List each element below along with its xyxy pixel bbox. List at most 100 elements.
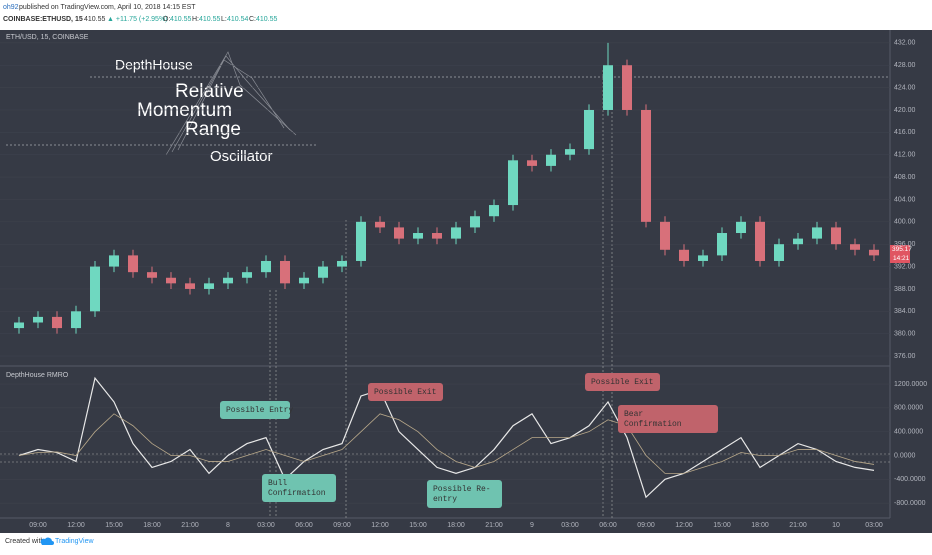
candle-body: [223, 277, 233, 284]
x-tick-label: 03:00: [257, 522, 275, 529]
y-tick-label: -400.0000: [894, 476, 926, 483]
annotation-line: Confirmation: [268, 489, 326, 498]
y-tick-label: 400.00: [894, 219, 916, 226]
annotation-box: [618, 405, 718, 433]
logo-text: Range: [185, 119, 241, 140]
y-tick-label: 408.00: [894, 174, 916, 181]
c-value: 410.55: [256, 16, 278, 23]
y-tick-label: 400.0000: [894, 429, 923, 436]
h-label: H:: [192, 16, 199, 23]
logo-text: Momentum: [137, 100, 232, 121]
candle-body: [356, 221, 366, 261]
author[interactable]: oh92: [3, 4, 19, 11]
candle-body: [660, 221, 670, 250]
annotation-box: [585, 373, 660, 391]
oscillator-line: [18, 413, 875, 474]
x-tick-label: 12:00: [371, 522, 389, 529]
candle-body: [565, 149, 575, 155]
candle-body: [850, 244, 860, 250]
x-tick-label: 15:00: [105, 522, 123, 529]
brand-icon: [40, 537, 54, 545]
x-tick-label: 03:00: [561, 522, 579, 529]
candle-body: [717, 233, 727, 256]
candle-body: [413, 233, 423, 239]
y-tick-label: 380.00: [894, 331, 916, 338]
o-value: 410.55: [170, 16, 192, 23]
annotation-line: Confirmation: [624, 420, 682, 429]
logo-text: Oscillator: [210, 148, 273, 165]
annotation-text: Possible Exit: [374, 388, 436, 397]
annotation-text: Bull Confirmation: [268, 479, 326, 498]
candle-body: [147, 272, 157, 278]
candle-body: [185, 283, 195, 289]
last: 410.55: [84, 16, 106, 23]
annotation-box: [368, 383, 443, 401]
candle-body: [451, 227, 461, 239]
candle-body: [204, 283, 214, 289]
candle-body: [508, 160, 518, 206]
candle-body: [774, 244, 784, 261]
x-tick-label: 03:00: [865, 522, 883, 529]
symbol-line: COINBASE:ETHUSD, 15 410.55 ▲ +11.75 (+2.…: [3, 16, 278, 23]
x-tick-label: 8: [226, 522, 230, 529]
x-tick-label: 12:00: [675, 522, 693, 529]
annotation-text: Possible Re-entry: [433, 485, 491, 504]
candle-body: [166, 277, 176, 284]
y-tick-label: 420.00: [894, 107, 916, 114]
x-tick-label: 12:00: [67, 522, 85, 529]
candle-body: [831, 227, 841, 245]
y-tick-label: 432.00: [894, 40, 916, 47]
y-tick-label: 412.00: [894, 152, 916, 159]
oscillator-line: [18, 376, 875, 499]
candle-body: [128, 255, 138, 273]
l-value: 410.54: [227, 16, 249, 23]
change: ▲ +11.75 (+2.95%): [107, 16, 168, 23]
y-tick-label: 392.00: [894, 263, 916, 270]
candle-body: [52, 316, 62, 329]
x-tick-label: 06:00: [295, 522, 313, 529]
candle-body: [869, 249, 879, 256]
c-label: C:: [249, 16, 256, 23]
annotation-box: [262, 474, 336, 502]
x-tick-label: 15:00: [409, 522, 427, 529]
annotation-text: Bear Confirmation: [624, 410, 682, 429]
y-tick-label: 384.00: [894, 308, 916, 315]
x-tick-label: 06:00: [599, 522, 617, 529]
candle-body: [394, 227, 404, 239]
candle-body: [736, 221, 746, 234]
y-tick-label: 388.00: [894, 286, 916, 293]
y-tick-label: 0.0000: [894, 452, 916, 459]
candle-body: [641, 109, 651, 222]
candle-body: [90, 266, 100, 312]
x-tick-label: 21:00: [485, 522, 503, 529]
candle-body: [584, 109, 594, 150]
footer-brand[interactable]: TradingView: [55, 538, 94, 545]
candle-body: [33, 316, 43, 323]
x-tick-label: 18:00: [751, 522, 769, 529]
x-tick-label: 21:00: [181, 522, 199, 529]
candle-body: [318, 266, 328, 278]
candle-body: [755, 221, 765, 261]
symbol: COINBASE:ETHUSD, 15: [3, 16, 83, 23]
chart-bg: [0, 30, 932, 533]
logo-text: DepthHouse: [115, 57, 193, 73]
h-value: 410.55: [199, 16, 221, 23]
published: published on TradingView.com, April 10, …: [19, 4, 196, 11]
candle-body: [793, 238, 803, 245]
candle-body: [14, 322, 24, 329]
annotation-line: entry: [433, 495, 457, 504]
y-tick-label: 424.00: [894, 84, 916, 91]
candle-body: [261, 260, 271, 273]
o-label: O:: [163, 16, 170, 23]
candle-body: [299, 277, 309, 284]
x-tick-label: 18:00: [143, 522, 161, 529]
candle-body: [812, 227, 822, 239]
annotation-text: Possible Exit: [591, 378, 653, 387]
header-bg: [0, 0, 932, 30]
y-tick-label: 396.00: [894, 241, 916, 248]
candle-body: [280, 260, 290, 284]
annotation-line: Possible Re-: [433, 485, 491, 494]
annotation-line: Bear: [624, 410, 643, 419]
candle-body: [242, 272, 252, 278]
